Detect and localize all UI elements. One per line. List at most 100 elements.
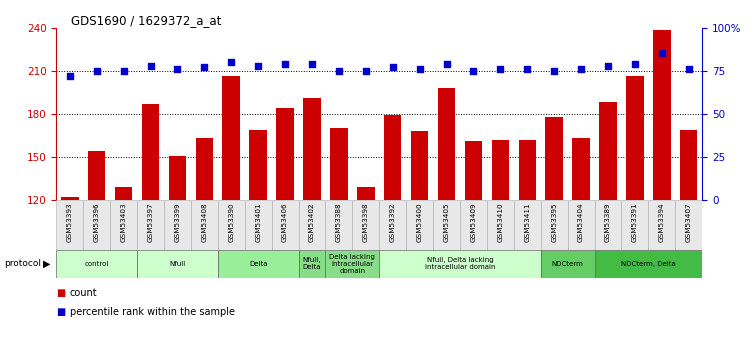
- Text: NDCterm: NDCterm: [552, 261, 584, 267]
- Bar: [195, 138, 213, 200]
- Bar: [433, 200, 460, 250]
- Point: [602, 63, 614, 68]
- Point: [656, 51, 668, 56]
- Text: count: count: [70, 288, 98, 298]
- Bar: [56, 200, 83, 250]
- Point: [171, 66, 183, 72]
- Point: [548, 68, 560, 73]
- Bar: [164, 200, 191, 250]
- Bar: [272, 200, 299, 250]
- Text: Delta: Delta: [249, 261, 267, 267]
- Text: ■: ■: [56, 288, 65, 298]
- Text: protocol: protocol: [4, 259, 41, 268]
- Bar: [245, 200, 272, 250]
- Bar: [595, 200, 622, 250]
- Bar: [572, 138, 590, 200]
- Text: GSM53406: GSM53406: [282, 203, 288, 242]
- Text: GSM53397: GSM53397: [147, 203, 153, 242]
- Point: [64, 73, 76, 79]
- Text: GSM53393: GSM53393: [67, 203, 73, 242]
- Bar: [357, 187, 375, 200]
- Text: GSM53392: GSM53392: [390, 203, 396, 242]
- Bar: [595, 250, 702, 278]
- Bar: [487, 200, 514, 250]
- Bar: [379, 250, 541, 278]
- Point: [575, 66, 587, 72]
- Bar: [518, 140, 536, 200]
- Bar: [541, 200, 568, 250]
- Bar: [169, 156, 186, 200]
- Point: [683, 66, 695, 72]
- Bar: [83, 200, 110, 250]
- Bar: [137, 200, 164, 250]
- Bar: [142, 104, 159, 200]
- Bar: [465, 141, 482, 200]
- Text: Delta lacking
intracellular
domain: Delta lacking intracellular domain: [330, 254, 376, 274]
- Point: [387, 65, 399, 70]
- Bar: [325, 200, 352, 250]
- Text: GDS1690 / 1629372_a_at: GDS1690 / 1629372_a_at: [71, 14, 222, 27]
- Text: GSM53410: GSM53410: [497, 203, 503, 242]
- Bar: [622, 200, 648, 250]
- Point: [91, 68, 103, 73]
- Bar: [299, 250, 325, 278]
- Text: GSM53411: GSM53411: [524, 203, 530, 242]
- Text: GSM53399: GSM53399: [174, 203, 180, 242]
- Point: [252, 63, 264, 68]
- Bar: [330, 128, 348, 200]
- Text: Nfull: Nfull: [169, 261, 185, 267]
- Point: [629, 61, 641, 67]
- Bar: [653, 30, 671, 200]
- Text: GSM53403: GSM53403: [121, 203, 127, 242]
- Text: GSM53400: GSM53400: [417, 203, 423, 242]
- Bar: [541, 250, 595, 278]
- Text: GSM53402: GSM53402: [309, 203, 315, 242]
- Point: [333, 68, 345, 73]
- Bar: [88, 151, 105, 200]
- Bar: [352, 200, 379, 250]
- Text: GSM53391: GSM53391: [632, 203, 638, 242]
- Bar: [406, 200, 433, 250]
- Bar: [61, 197, 79, 200]
- Text: GSM53408: GSM53408: [201, 203, 207, 242]
- Point: [467, 68, 479, 73]
- Point: [414, 66, 426, 72]
- Bar: [680, 130, 698, 200]
- Bar: [325, 250, 379, 278]
- Bar: [626, 77, 644, 200]
- Bar: [568, 200, 595, 250]
- Bar: [303, 98, 321, 200]
- Bar: [384, 115, 402, 200]
- Text: GSM53401: GSM53401: [255, 203, 261, 242]
- Text: GSM53389: GSM53389: [605, 203, 611, 242]
- Bar: [249, 130, 267, 200]
- Text: Nfull, Delta lacking
intracellular domain: Nfull, Delta lacking intracellular domai…: [425, 257, 495, 270]
- Text: control: control: [85, 261, 109, 267]
- Bar: [115, 187, 132, 200]
- Bar: [545, 117, 563, 200]
- Text: GSM53398: GSM53398: [363, 203, 369, 242]
- Text: ▶: ▶: [43, 259, 50, 269]
- Point: [494, 66, 506, 72]
- Point: [144, 63, 156, 68]
- Point: [521, 66, 533, 72]
- Text: percentile rank within the sample: percentile rank within the sample: [70, 307, 235, 317]
- Text: GSM53390: GSM53390: [228, 203, 234, 242]
- Bar: [648, 200, 675, 250]
- Text: GSM53396: GSM53396: [94, 203, 100, 242]
- Bar: [276, 108, 294, 200]
- Bar: [218, 250, 299, 278]
- Bar: [110, 200, 137, 250]
- Text: GSM53405: GSM53405: [444, 203, 450, 242]
- Point: [118, 68, 130, 73]
- Text: Nfull,
Delta: Nfull, Delta: [303, 257, 321, 270]
- Text: GSM53395: GSM53395: [551, 203, 557, 242]
- Text: NDCterm, Delta: NDCterm, Delta: [621, 261, 676, 267]
- Text: GSM53388: GSM53388: [336, 203, 342, 242]
- Text: GSM53407: GSM53407: [686, 203, 692, 242]
- Bar: [514, 200, 541, 250]
- Bar: [379, 200, 406, 250]
- Point: [306, 61, 318, 67]
- Point: [441, 61, 453, 67]
- Bar: [56, 250, 137, 278]
